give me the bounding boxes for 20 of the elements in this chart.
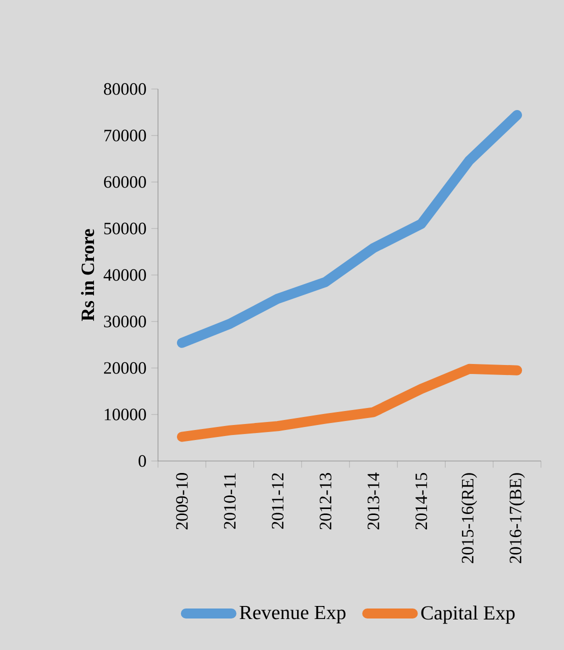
- legend-label: Revenue Exp: [240, 606, 346, 624]
- x-tick-label: 2013-14: [368, 472, 380, 530]
- x-tick-label: 2014-15: [415, 473, 428, 530]
- y-tick-label: 0: [138, 455, 146, 467]
- y-tick-label: 50000: [104, 222, 146, 234]
- y-tick-label: 70000: [104, 130, 146, 142]
- y-tick-label: 10000: [104, 408, 146, 420]
- y-tick-label: 30000: [104, 316, 146, 328]
- y-tick-label: 40000: [104, 269, 146, 281]
- y-tick-label: 20000: [104, 362, 146, 374]
- x-tick-label: 2015-16(RE): [461, 473, 478, 564]
- y-axis-title: Rs in Crore: [80, 229, 94, 322]
- x-tick-label: 2016-17(BE): [509, 473, 525, 564]
- x-tick-label: 2010-11: [224, 473, 236, 529]
- x-tick-label: 2012-13: [320, 473, 332, 530]
- y-tick-label: 80000: [104, 83, 146, 95]
- y-tick-label: 60000: [104, 176, 146, 188]
- legend-label: Capital Exp: [421, 606, 515, 624]
- x-tick-label: 2011-12: [272, 473, 284, 529]
- x-tick-label: 2009-10: [176, 473, 188, 530]
